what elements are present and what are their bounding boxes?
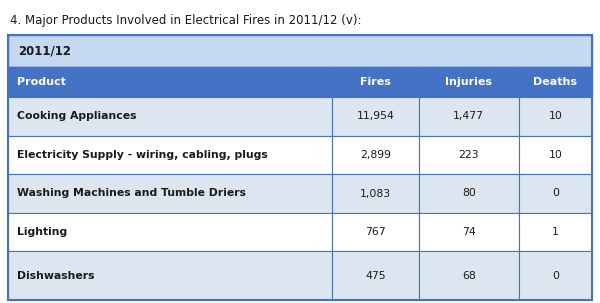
FancyBboxPatch shape bbox=[8, 251, 332, 300]
FancyBboxPatch shape bbox=[8, 136, 332, 174]
FancyBboxPatch shape bbox=[332, 67, 419, 97]
FancyBboxPatch shape bbox=[419, 136, 519, 174]
FancyBboxPatch shape bbox=[419, 213, 519, 251]
Text: 0: 0 bbox=[552, 188, 559, 198]
Text: 11,954: 11,954 bbox=[356, 111, 394, 121]
Text: Washing Machines and Tumble Driers: Washing Machines and Tumble Driers bbox=[17, 188, 246, 198]
Text: Injuries: Injuries bbox=[445, 77, 492, 87]
Text: 2,899: 2,899 bbox=[360, 150, 391, 160]
FancyBboxPatch shape bbox=[519, 136, 592, 174]
FancyBboxPatch shape bbox=[419, 174, 519, 213]
FancyBboxPatch shape bbox=[332, 136, 419, 174]
Text: 2011/12: 2011/12 bbox=[18, 45, 71, 58]
FancyBboxPatch shape bbox=[419, 251, 519, 300]
Text: Fires: Fires bbox=[360, 77, 391, 87]
Text: 475: 475 bbox=[365, 271, 386, 281]
FancyBboxPatch shape bbox=[332, 97, 419, 136]
Text: 10: 10 bbox=[548, 111, 562, 121]
FancyBboxPatch shape bbox=[332, 174, 419, 213]
FancyBboxPatch shape bbox=[332, 213, 419, 251]
Text: Dishwashers: Dishwashers bbox=[17, 271, 95, 281]
FancyBboxPatch shape bbox=[519, 97, 592, 136]
Text: 223: 223 bbox=[458, 150, 479, 160]
Text: Electricity Supply - wiring, cabling, plugs: Electricity Supply - wiring, cabling, pl… bbox=[17, 150, 268, 160]
Text: 68: 68 bbox=[462, 271, 476, 281]
FancyBboxPatch shape bbox=[8, 174, 332, 213]
FancyBboxPatch shape bbox=[8, 67, 332, 97]
FancyBboxPatch shape bbox=[8, 97, 332, 136]
Text: 4. Major Products Involved in Electrical Fires in 2011/12 (v):: 4. Major Products Involved in Electrical… bbox=[10, 14, 361, 27]
Text: 74: 74 bbox=[462, 227, 476, 237]
Text: Deaths: Deaths bbox=[533, 77, 577, 87]
Text: Lighting: Lighting bbox=[17, 227, 67, 237]
Text: 1,477: 1,477 bbox=[453, 111, 484, 121]
FancyBboxPatch shape bbox=[332, 251, 419, 300]
Text: 80: 80 bbox=[462, 188, 476, 198]
Text: 1: 1 bbox=[552, 227, 559, 237]
FancyBboxPatch shape bbox=[419, 97, 519, 136]
Text: 1,083: 1,083 bbox=[360, 188, 391, 198]
Text: Product: Product bbox=[17, 77, 66, 87]
Text: 767: 767 bbox=[365, 227, 386, 237]
FancyBboxPatch shape bbox=[519, 251, 592, 300]
FancyBboxPatch shape bbox=[519, 174, 592, 213]
Text: 10: 10 bbox=[548, 150, 562, 160]
FancyBboxPatch shape bbox=[519, 213, 592, 251]
Text: Cooking Appliances: Cooking Appliances bbox=[17, 111, 137, 121]
FancyBboxPatch shape bbox=[419, 67, 519, 97]
FancyBboxPatch shape bbox=[8, 35, 592, 67]
Text: 0: 0 bbox=[552, 271, 559, 281]
FancyBboxPatch shape bbox=[519, 67, 592, 97]
FancyBboxPatch shape bbox=[8, 213, 332, 251]
